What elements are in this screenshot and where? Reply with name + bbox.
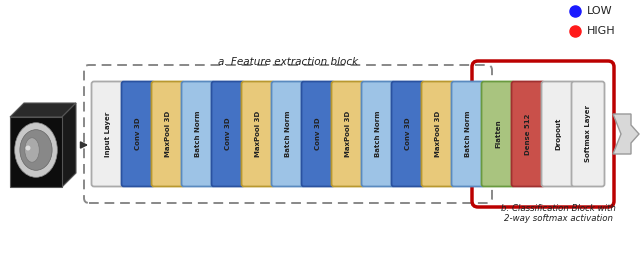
FancyBboxPatch shape — [572, 82, 605, 186]
Polygon shape — [613, 114, 639, 154]
Text: b. Classification Block with
2-way softmax activation: b. Classification Block with 2-way softm… — [500, 204, 616, 224]
FancyBboxPatch shape — [241, 82, 275, 186]
Text: a. Feature extraction block: a. Feature extraction block — [218, 57, 358, 67]
Text: Conv 3D: Conv 3D — [225, 118, 231, 150]
FancyBboxPatch shape — [211, 82, 244, 186]
Text: Batch Norm: Batch Norm — [195, 111, 201, 157]
FancyBboxPatch shape — [332, 82, 365, 186]
Text: Conv 3D: Conv 3D — [405, 118, 411, 150]
Ellipse shape — [15, 123, 58, 177]
Text: MaxPool 3D: MaxPool 3D — [165, 111, 171, 157]
Text: Conv 3D: Conv 3D — [315, 118, 321, 150]
Polygon shape — [10, 103, 76, 117]
Polygon shape — [62, 103, 76, 187]
FancyBboxPatch shape — [182, 82, 214, 186]
FancyBboxPatch shape — [122, 82, 154, 186]
Ellipse shape — [20, 130, 52, 170]
Text: Conv 3D: Conv 3D — [135, 118, 141, 150]
Text: Flatten: Flatten — [495, 120, 501, 148]
FancyBboxPatch shape — [362, 82, 394, 186]
Text: LOW: LOW — [587, 6, 612, 16]
FancyBboxPatch shape — [301, 82, 335, 186]
FancyBboxPatch shape — [92, 82, 125, 186]
FancyBboxPatch shape — [511, 82, 545, 186]
Text: Batch Norm: Batch Norm — [465, 111, 471, 157]
FancyBboxPatch shape — [422, 82, 454, 186]
FancyBboxPatch shape — [271, 82, 305, 186]
Text: Dropout: Dropout — [555, 118, 561, 150]
Text: Softmax Layer: Softmax Layer — [585, 105, 591, 162]
FancyBboxPatch shape — [152, 82, 184, 186]
Text: Batch Norm: Batch Norm — [285, 111, 291, 157]
FancyBboxPatch shape — [541, 82, 575, 186]
Text: Input Layer: Input Layer — [105, 111, 111, 157]
FancyBboxPatch shape — [481, 82, 515, 186]
Text: MaxPool 3D: MaxPool 3D — [435, 111, 441, 157]
FancyBboxPatch shape — [451, 82, 484, 186]
Ellipse shape — [25, 138, 39, 162]
FancyBboxPatch shape — [392, 82, 424, 186]
Text: MaxPool 3D: MaxPool 3D — [345, 111, 351, 157]
Text: Dense 512: Dense 512 — [525, 113, 531, 155]
Text: Batch Norm: Batch Norm — [375, 111, 381, 157]
Text: HIGH: HIGH — [587, 26, 616, 36]
Text: MaxPool 3D: MaxPool 3D — [255, 111, 261, 157]
FancyBboxPatch shape — [10, 117, 62, 187]
Ellipse shape — [26, 146, 31, 150]
